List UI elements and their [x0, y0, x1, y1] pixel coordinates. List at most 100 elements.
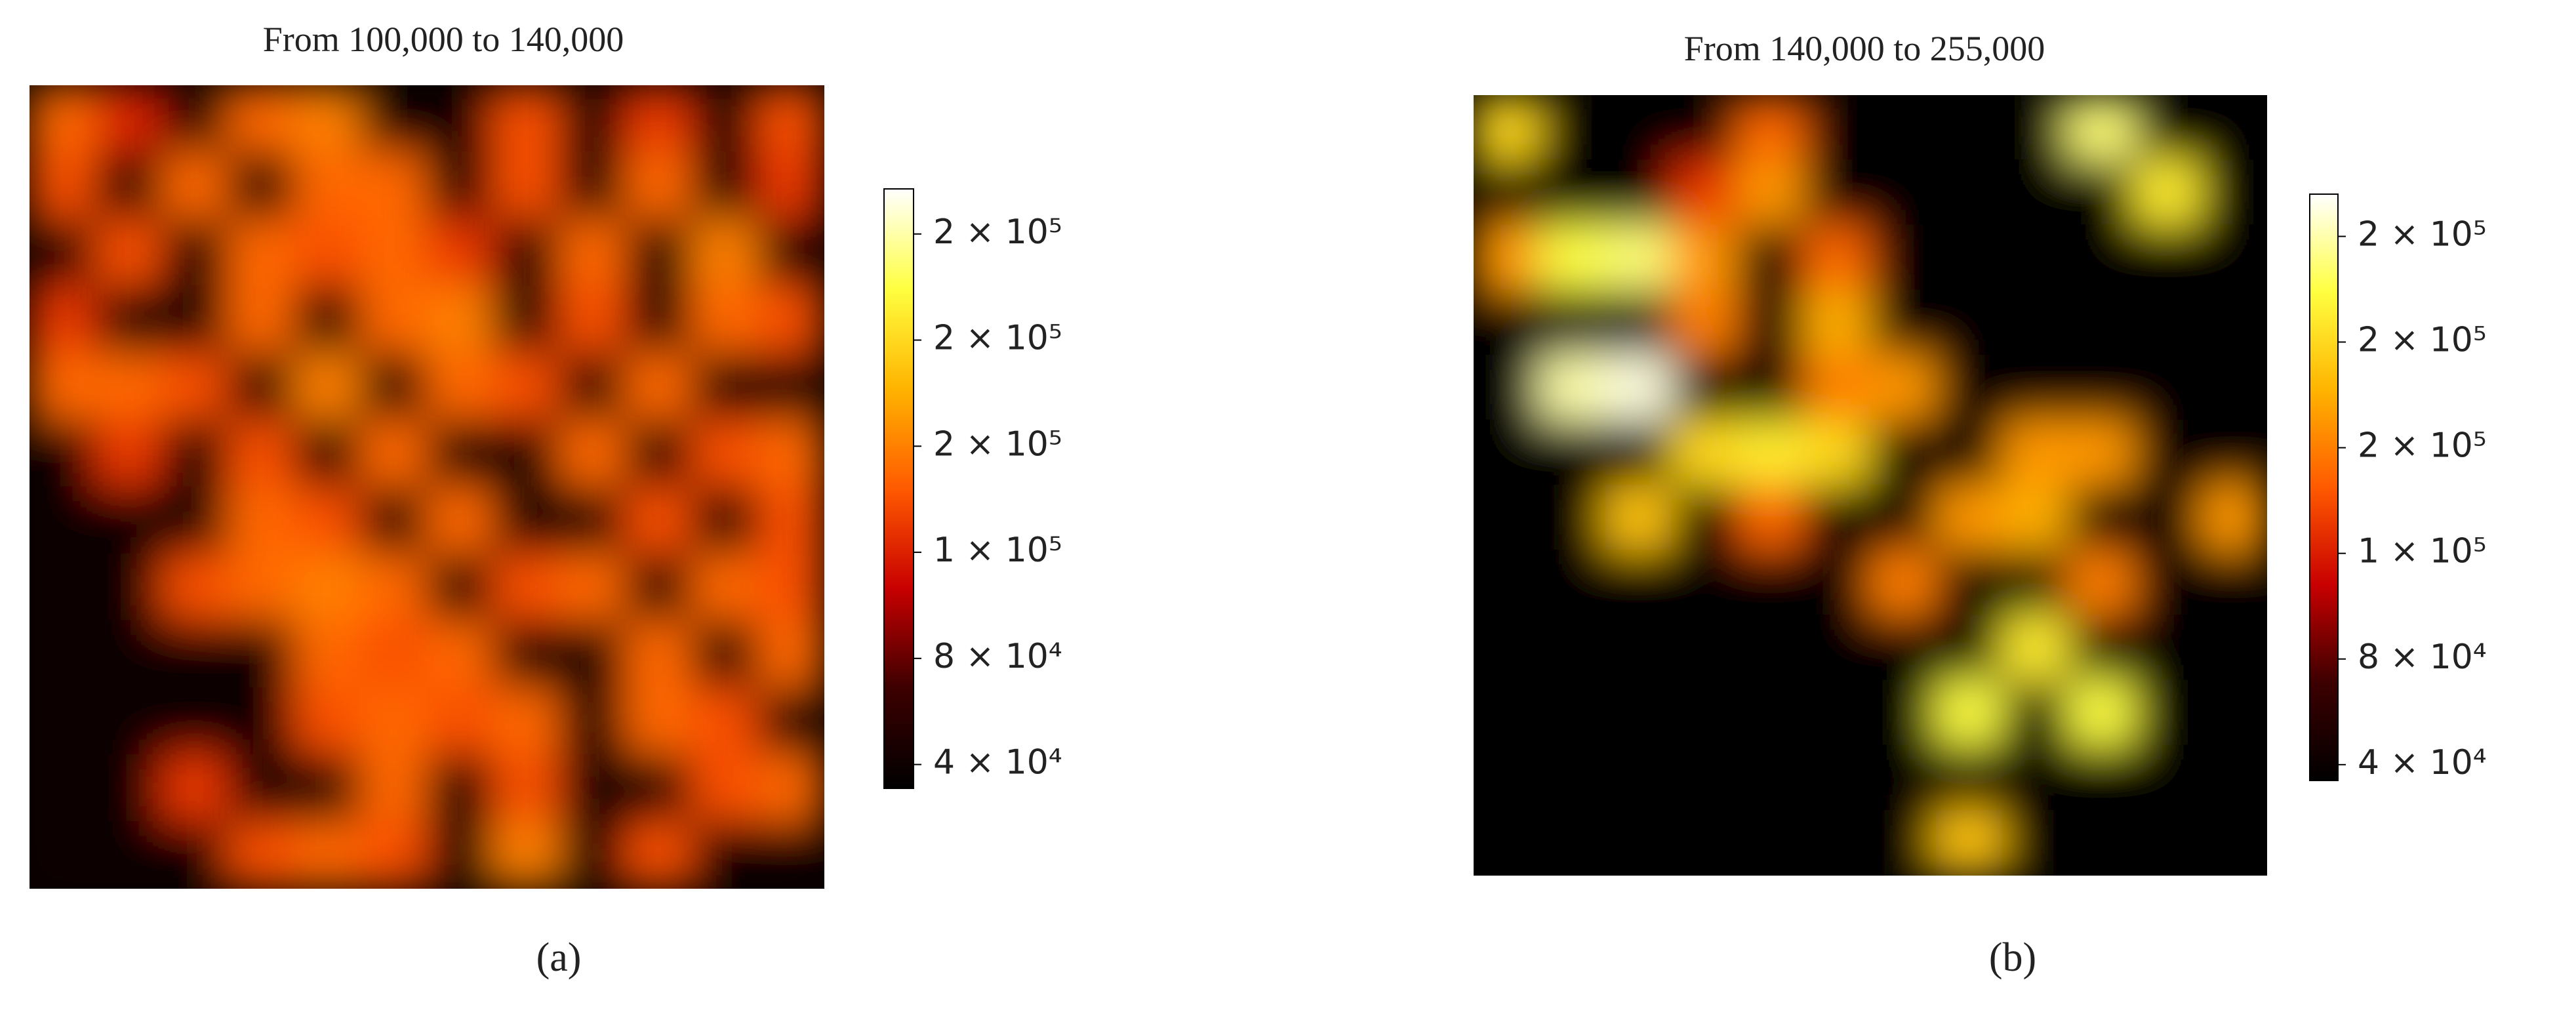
heatmap-cell [228, 486, 295, 555]
heatmap-cell [294, 218, 361, 287]
heatmap-cell [493, 553, 560, 622]
heatmap-cell [1539, 159, 1607, 226]
heatmap [1474, 95, 2267, 876]
heatmap-cell [95, 152, 163, 220]
heatmap-cell [1803, 354, 1871, 421]
heatmap-cell [228, 352, 295, 421]
heatmap-cell [161, 352, 229, 421]
colorbar-tick-label: 2 × 10⁵ [933, 319, 1062, 358]
heatmap-cell [757, 352, 824, 421]
heatmap-cell [1803, 159, 1871, 226]
heatmap-cell [1671, 485, 1739, 552]
heatmap-cell [493, 486, 560, 555]
heatmap-cell [360, 754, 428, 822]
heatmap-cell [2002, 809, 2070, 876]
heatmap-cell [2068, 550, 2136, 617]
heatmap-cell [691, 285, 759, 354]
heatmap-cell [2068, 744, 2136, 811]
heatmap-cell [30, 687, 96, 756]
heatmap-cell [493, 85, 560, 153]
heatmap-cell [493, 352, 560, 421]
heatmap-cell [2068, 419, 2136, 486]
heatmap-cell [1737, 95, 1805, 161]
heatmap-cell [30, 486, 96, 555]
heatmap-cell [2134, 159, 2202, 226]
heatmap-cell [360, 419, 428, 488]
heatmap-cell [2200, 354, 2267, 421]
colorbar-tick-label: 2 × 10⁵ [2358, 426, 2487, 466]
heatmap-cell [2134, 809, 2202, 876]
heatmap-cell [360, 821, 428, 889]
heatmap-cell [1803, 485, 1871, 552]
heatmap-cell [95, 218, 163, 287]
heatmap-cell [360, 553, 428, 622]
heatmap-cell [294, 352, 361, 421]
heatmap-cell [2200, 419, 2267, 486]
heatmap-cell [228, 419, 295, 488]
heatmap-cell [1870, 809, 1937, 876]
heatmap-cell [1870, 550, 1937, 617]
heatmap-cell [2134, 224, 2202, 291]
heatmap-cell [493, 285, 560, 354]
heatmap-cell [625, 352, 693, 421]
heatmap-cell [294, 419, 361, 488]
heatmap-cell [559, 85, 626, 153]
heatmap-cell [161, 285, 229, 354]
heatmap-cell [2134, 419, 2202, 486]
heatmap-cell [1870, 289, 1937, 356]
heatmap-cell [757, 85, 824, 153]
heatmap-cell [2200, 95, 2267, 161]
heatmap-cell [2002, 224, 2070, 291]
heatmap-cell [426, 218, 494, 287]
heatmap-cell [2200, 809, 2267, 876]
heatmap-cell [2200, 550, 2267, 617]
heatmap-cell [2068, 289, 2136, 356]
heatmap-cell [2134, 744, 2202, 811]
heatmap-cell [757, 821, 824, 889]
heatmap-cell [1671, 289, 1739, 356]
heatmap-cell [360, 620, 428, 689]
heatmap-cell [2134, 615, 2202, 681]
heatmap-cell [426, 285, 494, 354]
heatmap-cell [1605, 485, 1673, 552]
heatmap-cell [294, 821, 361, 889]
heatmap-cell [493, 419, 560, 488]
heatmap-cell [30, 821, 96, 889]
heatmap-cell [161, 620, 229, 689]
heatmap-cell [1935, 485, 2003, 552]
heatmap-cell [2068, 615, 2136, 681]
heatmap-cell [1539, 679, 1607, 746]
heatmap-cell [30, 419, 96, 488]
heatmap-cell [360, 218, 428, 287]
heatmap-cell [2200, 679, 2267, 746]
heatmap-cell [625, 152, 693, 220]
heatmap-cell [1737, 485, 1805, 552]
heatmap-cell [493, 687, 560, 756]
heatmap-cell [2068, 95, 2136, 161]
heatmap-cell [228, 553, 295, 622]
heatmap-cell [1935, 809, 2003, 876]
heatmap-cell [691, 352, 759, 421]
heatmap-cell [294, 553, 361, 622]
heatmap-cell [1870, 159, 1937, 226]
heatmap-cell [1870, 485, 1937, 552]
heatmap-cell [1671, 224, 1739, 291]
heatmap-cell [1737, 159, 1805, 226]
heatmap-cell [1870, 419, 1937, 486]
heatmap-cell [30, 754, 96, 822]
heatmap-cell [426, 553, 494, 622]
heatmap-cell [294, 85, 361, 153]
heatmap-cell [2002, 615, 2070, 681]
heatmap-cell [2002, 95, 2070, 161]
heatmap-cell [360, 687, 428, 756]
heatmap-cell [1474, 224, 1540, 291]
panel-title: From 100,000 to 140,000 [263, 20, 624, 59]
heatmap-cell [757, 285, 824, 354]
colorbar-tick-label: 1 × 10⁵ [933, 531, 1062, 570]
heatmap-cell [1539, 419, 1607, 486]
heatmap-cell [294, 754, 361, 822]
heatmap-cell [691, 620, 759, 689]
heatmap-cell [1671, 809, 1739, 876]
heatmap-cell [1935, 679, 2003, 746]
heatmap-cell [2002, 550, 2070, 617]
